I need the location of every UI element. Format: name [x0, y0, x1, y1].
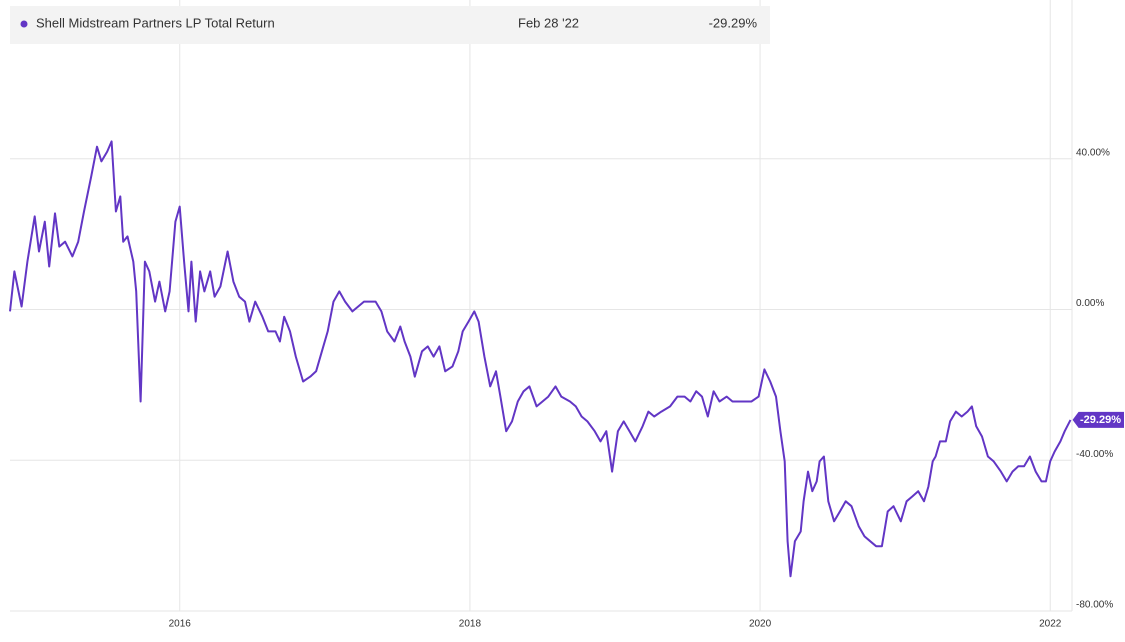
legend-box: [10, 6, 770, 44]
legend-value: -29.29%: [709, 15, 758, 30]
x-tick-label: 2022: [1039, 619, 1062, 630]
x-tick-label: 2016: [169, 619, 192, 630]
legend-label: Shell Midstream Partners LP Total Return: [36, 15, 275, 30]
end-label: -29.29%: [1080, 414, 1121, 426]
y-tick-label: -40.00%: [1076, 449, 1113, 460]
legend-date: Feb 28 '22: [518, 15, 579, 30]
end-flag: [1072, 411, 1124, 428]
y-tick-label: 40.00%: [1076, 147, 1110, 158]
x-tick-label: 2020: [749, 619, 772, 630]
series-line: [9, 140, 1072, 578]
legend-dot: [20, 20, 28, 28]
y-tick-label: 0.00%: [1076, 298, 1104, 309]
y-tick-label: -80.00%: [1076, 600, 1113, 611]
x-tick-label: 2018: [459, 619, 482, 630]
